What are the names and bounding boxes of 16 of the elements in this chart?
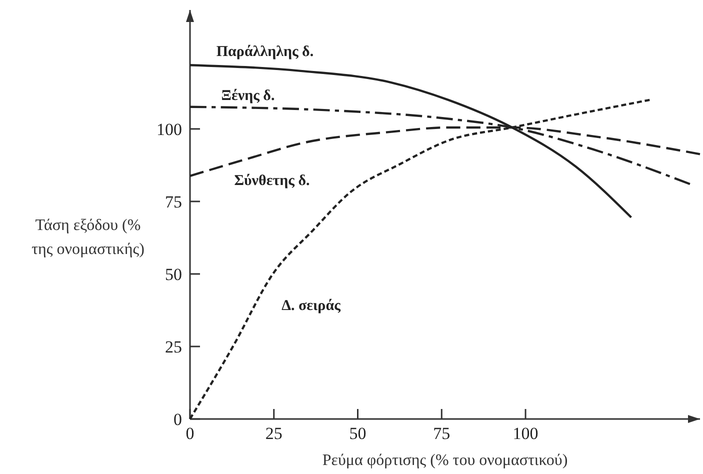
x-tick-label: 50 bbox=[349, 424, 366, 443]
y-axis-title: Τάση εξόδου (% της ονομαστικής) bbox=[32, 217, 144, 258]
x-tick-label: 75 bbox=[433, 424, 450, 443]
y-tick-label: 75 bbox=[165, 192, 182, 212]
x-tick-label: 25 bbox=[265, 424, 282, 443]
x-axis-title: Ρεύμα φόρτισης (% του ονομαστικού) bbox=[322, 452, 568, 469]
y-tick-label: 0 bbox=[174, 410, 182, 429]
y-tick-label: 100 bbox=[156, 120, 182, 139]
series-label: Δ. σειράς bbox=[282, 298, 342, 314]
series-label: Παράλληλης δ. bbox=[216, 44, 314, 60]
series-label: Ξένης δ. bbox=[221, 88, 275, 104]
y-tick-label: 50 bbox=[165, 264, 182, 284]
x-tick-label: 100 bbox=[512, 424, 538, 443]
y-tick-label: 25 bbox=[165, 337, 182, 356]
series-label: Σύνθετης δ. bbox=[234, 173, 310, 189]
x-tick-label: 0 bbox=[186, 424, 194, 443]
